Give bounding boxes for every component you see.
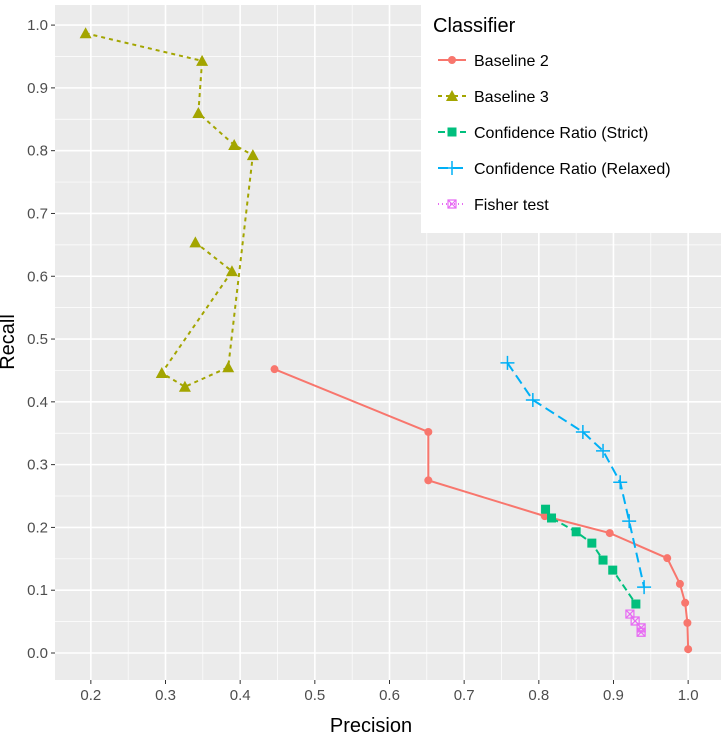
x-tick-label: 0.5 [304, 687, 325, 704]
data-point [424, 427, 433, 436]
data-point [571, 527, 581, 537]
x-axis-title: Precision [330, 715, 412, 733]
y-tick-label: 0.4 [27, 394, 48, 411]
data-point [675, 579, 684, 588]
data-point [189, 236, 202, 248]
series-confidence-ratio-relaxed- [500, 355, 652, 595]
x-tick-label: 0.2 [80, 687, 101, 704]
y-tick-label: 0.1 [27, 582, 48, 599]
y-tick-label: 0.3 [27, 457, 48, 474]
legend-key-marker [446, 90, 458, 101]
legend-label: Fisher test [474, 197, 549, 214]
x-tick-label: 0.3 [155, 687, 176, 704]
data-point [228, 139, 241, 151]
y-tick-label: 0.0 [27, 645, 48, 662]
data-point [587, 538, 597, 548]
data-point [525, 392, 540, 407]
legend-key-marker [447, 199, 457, 209]
data-point [605, 529, 614, 538]
data-point [636, 627, 646, 637]
y-tick-label: 0.8 [27, 143, 48, 160]
data-point [424, 476, 433, 485]
series-line [85, 32, 254, 388]
series-fisher-test [625, 609, 646, 637]
data-point [681, 598, 690, 607]
data-point [192, 107, 205, 118]
data-point [608, 565, 618, 575]
data-point [631, 599, 641, 609]
x-tick-label: 0.7 [454, 687, 475, 704]
y-tick-label: 0.9 [27, 80, 48, 97]
data-point [222, 361, 235, 373]
legend-key-marker [447, 127, 457, 137]
x-tick-label: 1.0 [678, 687, 699, 704]
legend-label: Confidence Ratio (Strict) [474, 125, 648, 142]
data-point [540, 512, 549, 521]
legend-key-marker [445, 161, 459, 175]
data-point [684, 645, 693, 654]
data-point [541, 504, 551, 514]
series-baseline-2 [270, 365, 693, 654]
data-point [270, 365, 279, 374]
legend: Classifier Baseline 2 Baseline 3 Confidenc… [421, 0, 721, 233]
x-tick-label: 0.8 [528, 687, 549, 704]
legend-key-marker [448, 56, 456, 64]
y-axis-title: Recall [0, 314, 19, 370]
x-tick-label: 0.6 [379, 687, 400, 704]
data-point [196, 54, 209, 66]
x-tick-label: 0.4 [230, 687, 251, 704]
legend-title: Classifier [433, 15, 516, 37]
data-point [622, 514, 637, 529]
data-point [663, 554, 672, 563]
y-tick-label: 0.5 [27, 331, 48, 348]
data-point [596, 443, 611, 458]
data-point [500, 355, 515, 370]
x-tick-label: 0.9 [603, 687, 624, 704]
series-baseline-3 [79, 27, 259, 392]
legend-label: Baseline 2 [474, 53, 549, 70]
y-tick-label: 0.6 [27, 268, 48, 285]
data-point [178, 380, 191, 392]
series-line [274, 368, 690, 650]
y-tick-label: 0.7 [27, 205, 48, 222]
data-point [683, 618, 692, 627]
data-point [155, 366, 168, 378]
data-point [79, 27, 92, 39]
legend-box [421, 0, 721, 233]
y-tick-label: 0.2 [27, 519, 48, 536]
data-point [637, 580, 652, 595]
data-point [225, 265, 238, 277]
data-point [246, 149, 259, 161]
data-point [613, 475, 628, 490]
legend-label: Baseline 3 [474, 89, 549, 106]
data-point [575, 424, 590, 439]
y-tick-label: 1.0 [27, 17, 48, 34]
legend-label: Confidence Ratio (Relaxed) [474, 161, 671, 178]
data-point [547, 513, 557, 523]
series-confidence-ratio-strict- [541, 504, 641, 609]
data-point [598, 555, 608, 565]
